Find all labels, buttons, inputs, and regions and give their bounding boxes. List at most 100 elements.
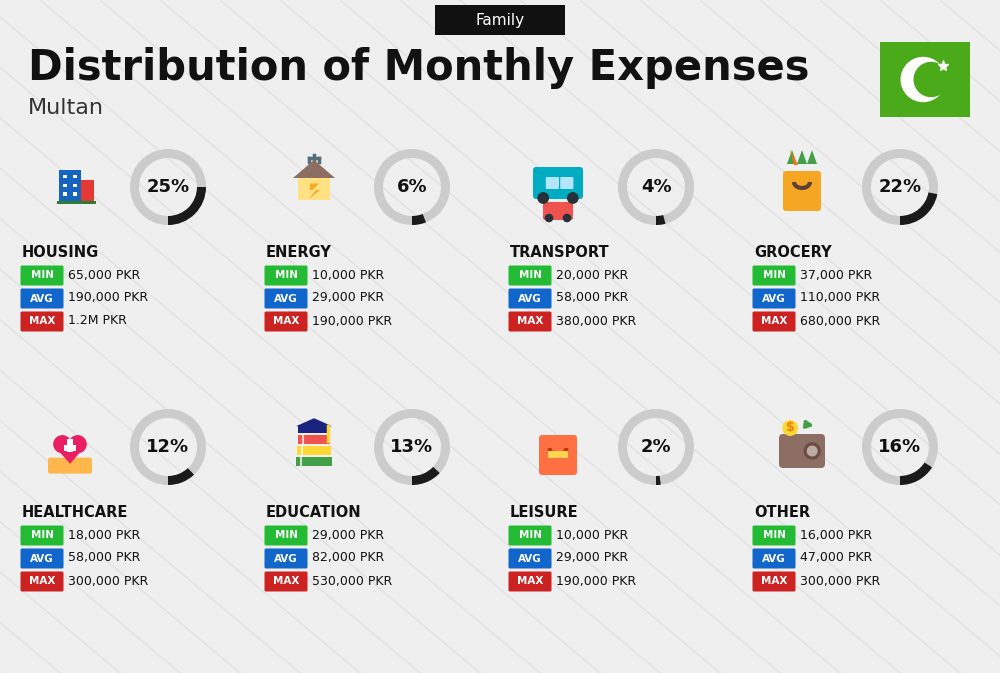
Text: 10,000 PKR: 10,000 PKR xyxy=(312,269,384,281)
Polygon shape xyxy=(807,150,817,164)
Text: Distribution of Monthly Expenses: Distribution of Monthly Expenses xyxy=(28,47,810,89)
Text: 47,000 PKR: 47,000 PKR xyxy=(800,551,872,565)
Text: MIN: MIN xyxy=(30,271,54,281)
Polygon shape xyxy=(309,184,320,199)
Text: Multan: Multan xyxy=(28,98,104,118)
Wedge shape xyxy=(130,409,206,485)
FancyBboxPatch shape xyxy=(63,184,67,187)
Wedge shape xyxy=(412,467,440,485)
FancyBboxPatch shape xyxy=(20,571,64,592)
Text: 29,000 PKR: 29,000 PKR xyxy=(556,551,628,565)
Text: AVG: AVG xyxy=(274,293,298,304)
FancyBboxPatch shape xyxy=(264,266,308,285)
FancyBboxPatch shape xyxy=(20,289,64,308)
Polygon shape xyxy=(787,150,797,164)
Text: 58,000 PKR: 58,000 PKR xyxy=(68,551,140,565)
FancyBboxPatch shape xyxy=(509,548,552,569)
Circle shape xyxy=(54,436,71,453)
Circle shape xyxy=(901,57,945,102)
Text: 29,000 PKR: 29,000 PKR xyxy=(312,528,384,542)
Wedge shape xyxy=(656,215,665,225)
FancyBboxPatch shape xyxy=(783,171,821,211)
FancyBboxPatch shape xyxy=(264,526,308,546)
FancyBboxPatch shape xyxy=(63,192,67,196)
Text: 190,000 PKR: 190,000 PKR xyxy=(68,291,148,304)
Text: 22%: 22% xyxy=(878,178,922,196)
Text: MIN: MIN xyxy=(274,530,298,540)
Text: MAX: MAX xyxy=(273,577,299,586)
FancyBboxPatch shape xyxy=(533,167,583,199)
Text: 29,000 PKR: 29,000 PKR xyxy=(312,291,384,304)
Text: MIN: MIN xyxy=(30,530,54,540)
Text: MAX: MAX xyxy=(517,577,543,586)
Text: MAX: MAX xyxy=(761,577,787,586)
FancyBboxPatch shape xyxy=(509,571,552,592)
Text: AVG: AVG xyxy=(518,553,542,563)
FancyBboxPatch shape xyxy=(753,312,796,332)
Wedge shape xyxy=(656,476,661,485)
Text: AVG: AVG xyxy=(518,293,542,304)
Text: MAX: MAX xyxy=(29,316,55,326)
Text: 190,000 PKR: 190,000 PKR xyxy=(556,575,636,588)
Text: MIN: MIN xyxy=(763,271,786,281)
Wedge shape xyxy=(900,192,937,225)
Wedge shape xyxy=(618,409,694,485)
FancyBboxPatch shape xyxy=(20,312,64,332)
Circle shape xyxy=(804,443,820,459)
Circle shape xyxy=(568,192,578,203)
Wedge shape xyxy=(374,149,450,225)
Text: Family: Family xyxy=(475,13,525,28)
Text: TRANSPORT: TRANSPORT xyxy=(510,245,610,260)
Text: MAX: MAX xyxy=(761,316,787,326)
Polygon shape xyxy=(55,446,85,464)
Text: 380,000 PKR: 380,000 PKR xyxy=(556,314,636,328)
FancyBboxPatch shape xyxy=(64,445,76,451)
FancyBboxPatch shape xyxy=(753,266,796,285)
FancyBboxPatch shape xyxy=(753,548,796,569)
Polygon shape xyxy=(790,150,798,165)
FancyBboxPatch shape xyxy=(20,526,64,546)
Text: MIN: MIN xyxy=(274,271,298,281)
Text: MAX: MAX xyxy=(273,316,299,326)
FancyBboxPatch shape xyxy=(73,184,77,187)
Polygon shape xyxy=(296,418,332,426)
Text: MIN: MIN xyxy=(763,530,786,540)
FancyBboxPatch shape xyxy=(264,289,308,308)
Text: 300,000 PKR: 300,000 PKR xyxy=(68,575,148,588)
FancyBboxPatch shape xyxy=(779,434,825,468)
Text: AVG: AVG xyxy=(762,293,786,304)
Wedge shape xyxy=(618,149,694,225)
FancyBboxPatch shape xyxy=(543,202,573,220)
Circle shape xyxy=(563,215,571,221)
FancyBboxPatch shape xyxy=(753,289,796,308)
Circle shape xyxy=(914,63,948,96)
FancyBboxPatch shape xyxy=(539,435,577,475)
Text: 16,000 PKR: 16,000 PKR xyxy=(800,528,872,542)
Circle shape xyxy=(807,446,817,456)
Text: 1.2M PKR: 1.2M PKR xyxy=(68,314,127,328)
FancyBboxPatch shape xyxy=(298,426,330,433)
FancyBboxPatch shape xyxy=(298,435,330,444)
FancyBboxPatch shape xyxy=(296,457,332,466)
Text: 680,000 PKR: 680,000 PKR xyxy=(800,314,880,328)
Circle shape xyxy=(69,436,86,453)
Wedge shape xyxy=(168,468,194,485)
FancyBboxPatch shape xyxy=(264,571,308,592)
Text: 530,000 PKR: 530,000 PKR xyxy=(312,575,392,588)
Text: GROCERY: GROCERY xyxy=(754,245,832,260)
Wedge shape xyxy=(130,149,206,225)
FancyBboxPatch shape xyxy=(753,571,796,592)
Circle shape xyxy=(545,215,553,221)
Text: LEISURE: LEISURE xyxy=(510,505,579,520)
FancyBboxPatch shape xyxy=(73,192,77,196)
FancyBboxPatch shape xyxy=(880,42,970,117)
Text: 82,000 PKR: 82,000 PKR xyxy=(312,551,384,565)
Wedge shape xyxy=(168,187,206,225)
Text: MIN: MIN xyxy=(518,271,542,281)
FancyBboxPatch shape xyxy=(753,526,796,546)
Wedge shape xyxy=(862,149,938,225)
FancyBboxPatch shape xyxy=(509,526,552,546)
Text: MAX: MAX xyxy=(29,577,55,586)
FancyBboxPatch shape xyxy=(264,312,308,332)
FancyBboxPatch shape xyxy=(298,178,330,200)
